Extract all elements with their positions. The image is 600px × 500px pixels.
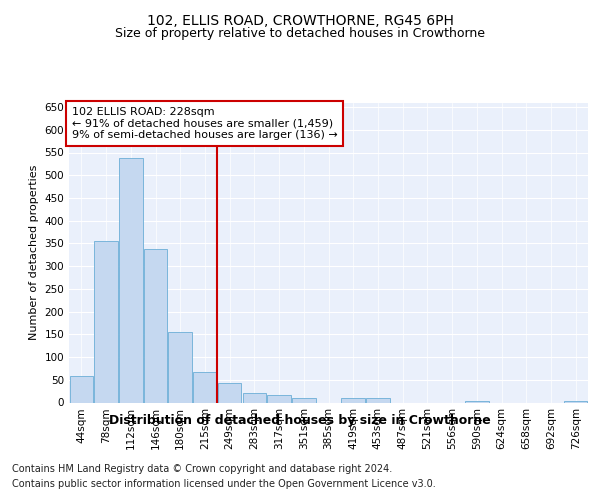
Text: Contains HM Land Registry data © Crown copyright and database right 2024.: Contains HM Land Registry data © Crown c… [12,464,392,474]
Bar [292,398,316,402]
Bar [341,398,365,402]
Text: 102, ELLIS ROAD, CROWTHORNE, RG45 6PH: 102, ELLIS ROAD, CROWTHORNE, RG45 6PH [146,14,454,28]
Text: Distribution of detached houses by size in Crowthorne: Distribution of detached houses by size … [109,414,491,427]
Text: 102 ELLIS ROAD: 228sqm
← 91% of detached houses are smaller (1,459)
9% of semi-d: 102 ELLIS ROAD: 228sqm ← 91% of detached… [71,107,337,140]
Bar [366,398,389,402]
Bar [144,250,167,402]
Bar [268,395,291,402]
Bar [94,241,118,402]
Y-axis label: Number of detached properties: Number of detached properties [29,165,39,340]
Text: Contains public sector information licensed under the Open Government Licence v3: Contains public sector information licen… [12,479,436,489]
Bar [70,376,93,402]
Bar [193,372,217,402]
Bar [119,158,143,402]
Text: Size of property relative to detached houses in Crowthorne: Size of property relative to detached ho… [115,28,485,40]
Bar [169,332,192,402]
Bar [564,400,587,402]
Bar [242,392,266,402]
Bar [218,384,241,402]
Bar [465,400,488,402]
